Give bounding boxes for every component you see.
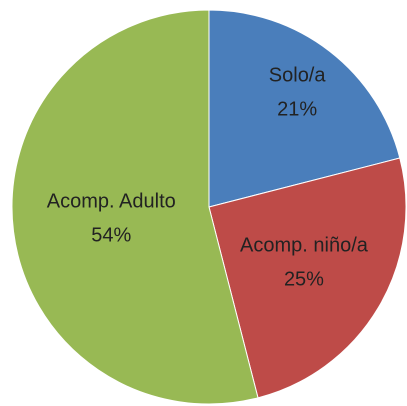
pie-slice — [208, 157, 407, 399]
slice-label: Solo/a — [269, 65, 327, 87]
pie-slice — [11, 9, 259, 405]
pie-slice — [208, 9, 401, 208]
slice-value-label: 21% — [277, 99, 317, 121]
slice-value-label: 54% — [91, 225, 131, 247]
slice-value-label: 25% — [284, 268, 324, 290]
slice-label: Acomp. niño/a — [240, 234, 369, 256]
slice-label: Acomp. Adulto — [47, 191, 176, 213]
